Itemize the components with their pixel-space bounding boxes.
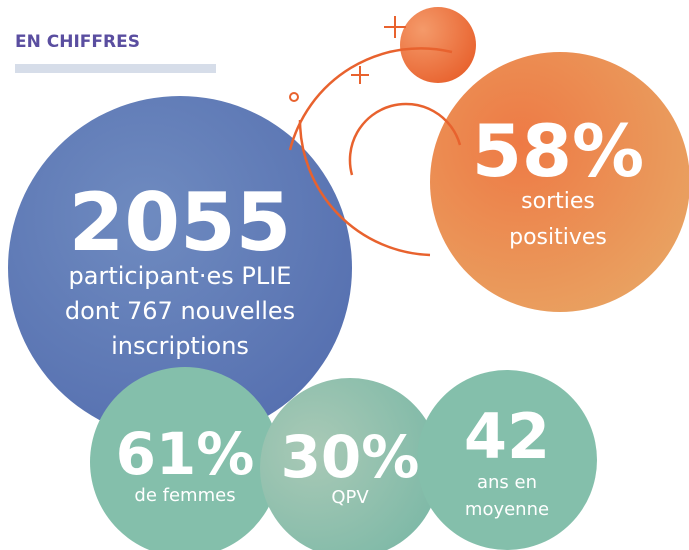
deco-circle	[400, 7, 476, 83]
stat-label: de femmes	[134, 485, 235, 506]
stat-value: 42	[464, 400, 550, 473]
stat-label: participant·es PLIE	[69, 262, 292, 290]
stat-label: moyenne	[465, 499, 549, 520]
header-title: EN CHIFFRES	[15, 32, 140, 52]
stat-value: 61%	[116, 420, 255, 488]
stat-label: dont 767 nouvelles	[65, 297, 295, 325]
stat-value: 2055	[69, 176, 292, 269]
stat-value: 58%	[472, 109, 644, 193]
stat-value: 30%	[281, 423, 420, 491]
header-rule	[15, 64, 216, 73]
infographic: EN CHIFFRES 2055participant·es PLIE dont …	[0, 0, 689, 550]
stat-label: sorties	[521, 189, 595, 214]
stat-label: QPV	[331, 487, 369, 508]
stat-label: ans en	[477, 472, 537, 493]
stat-label: positives	[509, 225, 607, 250]
stat-label: inscriptions	[111, 332, 249, 360]
